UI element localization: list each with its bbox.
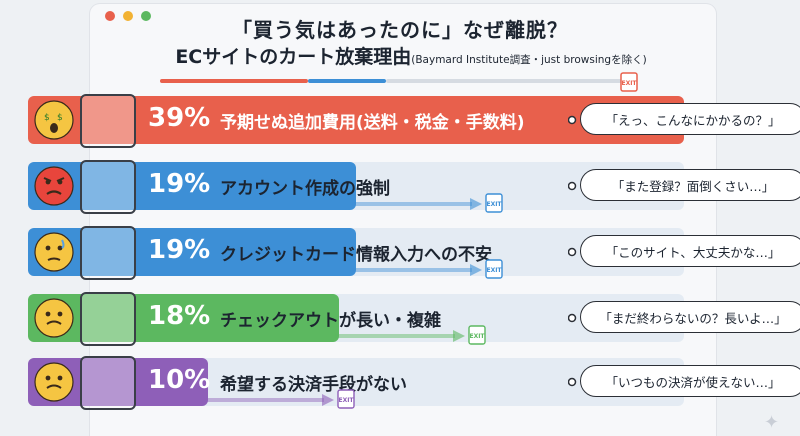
chart-subtitle-source: (Baymard Institute調査・just browsingを除く) — [411, 54, 647, 66]
category-label: 予期せぬ追加費用(送料・税金・手数料) — [220, 113, 525, 133]
svg-text:EXIT: EXIT — [470, 333, 486, 340]
window-minimize-button[interactable] — [123, 11, 133, 21]
chart-bar — [28, 228, 356, 276]
progress-segment-gray — [386, 79, 622, 83]
chart-subtitle: ECサイトのカート放棄理由(Baymard Institute調査・just b… — [96, 42, 726, 69]
svg-text:$: $ — [57, 113, 63, 123]
exit-arrow-icon: EXIT — [351, 193, 503, 213]
chart-bar — [28, 162, 356, 210]
exit-arrow-icon: EXIT — [351, 259, 503, 279]
value-label: 39% — [148, 103, 211, 133]
svg-text:EXIT: EXIT — [486, 201, 502, 208]
window-maximize-button[interactable] — [141, 11, 151, 21]
speech-bubble: 「まだ終わらないの？長いよ…」 — [580, 301, 800, 333]
value-label: 18% — [148, 301, 211, 331]
category-label: アカウント作成の強制 — [220, 179, 390, 199]
svg-text:EXIT: EXIT — [486, 267, 502, 274]
progress-segment-blue — [308, 79, 386, 83]
worried-face-credit-card-lock-icon — [32, 222, 136, 282]
svg-text:$: $ — [44, 113, 50, 123]
category-label: 希望する決済手段がない — [220, 375, 407, 395]
speech-bubble-tail — [568, 377, 577, 387]
exit-label: EXIT — [621, 80, 637, 87]
progress-segment-red — [160, 79, 308, 83]
value-label: 19% — [148, 235, 211, 265]
exit-arrow-icon: EXIT — [204, 389, 355, 409]
shocked-face-shopping-cart-icon: $ $ — [32, 90, 136, 150]
sad-face-maze-icon — [32, 288, 136, 348]
speech-bubble-tail — [568, 313, 577, 323]
window-close-button[interactable] — [105, 11, 115, 21]
speech-bubble: 「えっ、こんなにかかるの？」 — [580, 103, 800, 135]
speech-bubble: 「いつもの決済が使えない…」 — [580, 365, 800, 397]
angry-face-sign-up-gate-icon — [32, 156, 136, 216]
chart-title: 「買う気はあったのに」なぜ離脱？ — [232, 18, 568, 42]
speech-bubble-tail — [568, 247, 577, 257]
value-label: 10% — [148, 365, 211, 395]
chart-bar — [28, 294, 340, 342]
speech-bubble-tail — [568, 115, 577, 125]
category-label: クレジットカード情報入力への不安 — [220, 245, 492, 265]
speech-bubble-tail — [568, 181, 577, 191]
speech-bubble: 「このサイト、大丈夫かな…」 — [580, 235, 800, 267]
speech-bubble: 「また登録？面倒くさい…」 — [580, 169, 800, 201]
exit-icon: EXIT — [620, 72, 638, 92]
category-label: チェックアウトが長い・複雑 — [220, 311, 441, 331]
svg-text:EXIT: EXIT — [338, 397, 354, 404]
value-label: 19% — [148, 169, 211, 199]
sad-face-payment-cards-icon — [32, 352, 136, 412]
chart-subtitle-main: ECサイトのカート放棄理由 — [175, 46, 412, 68]
exit-arrow-icon: EXIT — [335, 325, 486, 345]
sparkle-icon: ✦ — [764, 412, 780, 433]
